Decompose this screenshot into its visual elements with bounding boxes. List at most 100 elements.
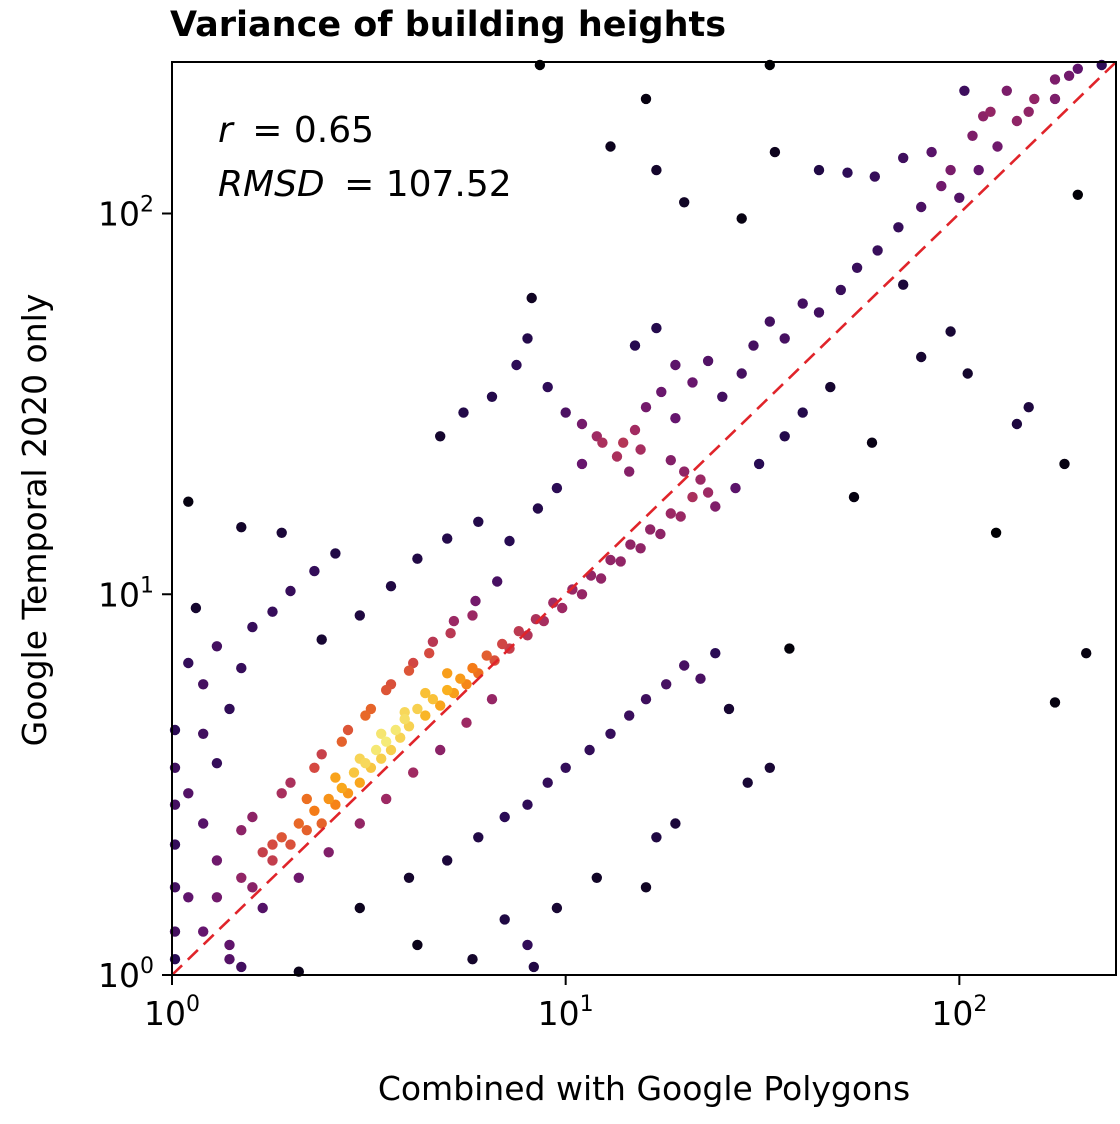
scatter-point	[945, 164, 956, 176]
scatter-point	[183, 788, 194, 799]
points-layer	[169, 59, 1107, 977]
scatter-point	[916, 351, 927, 363]
scatter-point	[236, 825, 247, 836]
scatter-point	[597, 437, 608, 448]
scatter-point	[702, 487, 714, 498]
scatter-point	[448, 615, 460, 627]
scatter-point	[190, 602, 202, 614]
scatter-point	[748, 340, 759, 351]
scatter-point	[655, 528, 666, 540]
scatter-point	[267, 606, 278, 617]
scatter-point	[257, 847, 268, 858]
tick-exponent: 2	[973, 992, 987, 1017]
scatter-point	[625, 539, 636, 550]
scatter-point	[1011, 115, 1023, 127]
y-tick-label: 101	[98, 573, 154, 614]
scatter-point	[651, 164, 662, 176]
scatter-point	[435, 431, 446, 442]
scatter-point	[370, 744, 382, 756]
scatter-point	[293, 872, 304, 883]
scatter-point	[640, 694, 652, 705]
scatter-point	[848, 491, 860, 503]
scatter-point	[717, 391, 728, 402]
scatter-point	[687, 491, 698, 503]
scatter-point	[276, 832, 287, 843]
scatter-point	[330, 772, 341, 783]
scatter-point	[403, 872, 415, 883]
scatter-point	[665, 508, 676, 519]
scatter-point	[1049, 697, 1061, 708]
scatter-point	[1049, 93, 1061, 105]
scatter-point	[316, 818, 327, 829]
scatter-point	[926, 146, 937, 158]
scatter-point	[898, 279, 909, 290]
scatter-point	[1072, 63, 1084, 74]
scatter-point	[611, 451, 623, 462]
scatter-point	[348, 767, 360, 778]
scatter-point	[513, 626, 524, 637]
scatter-point	[224, 954, 235, 965]
scatter-point	[1063, 70, 1075, 82]
scatter-point	[605, 728, 616, 739]
scatter-point	[730, 482, 741, 494]
scatter-point	[557, 602, 568, 614]
scatter-point	[591, 872, 602, 883]
scatter-point	[967, 130, 978, 141]
scatter-point	[736, 213, 747, 224]
scatter-point	[753, 458, 765, 470]
scatter-point	[489, 655, 500, 666]
scatter-point	[211, 641, 223, 652]
scatter-point	[442, 684, 453, 696]
scatter-point	[584, 744, 595, 756]
scatter-point	[936, 180, 947, 192]
scatter-point	[542, 777, 553, 788]
scatter-point	[354, 902, 365, 914]
scatter-point	[618, 437, 629, 448]
scatter-point	[769, 146, 781, 158]
chart-title: Variance of building heights	[170, 5, 726, 45]
scatter-point	[390, 724, 401, 736]
scatter-point	[679, 466, 690, 477]
scatter-point	[576, 589, 588, 600]
scatter-point	[360, 710, 371, 721]
scatter-point	[1059, 458, 1070, 470]
scatter-point	[511, 359, 522, 371]
scatter-point	[301, 793, 312, 805]
scatter-point	[560, 762, 571, 773]
scatter-point	[736, 368, 747, 379]
scatter-point	[236, 522, 247, 533]
scatter-point	[710, 648, 721, 659]
scatter-point	[486, 391, 498, 402]
scatter-point	[211, 855, 223, 866]
scatter-point	[651, 322, 662, 334]
scatter-point	[455, 673, 466, 684]
scatter-point	[412, 939, 423, 951]
scatter-point	[309, 565, 320, 577]
scatter-point	[198, 679, 209, 690]
scatter-point	[797, 407, 808, 418]
scatter-point	[679, 660, 690, 671]
scatter-point	[835, 284, 846, 296]
scatter-point	[435, 700, 446, 711]
scatter-point	[381, 736, 392, 747]
rmsd-symbol: RMSD	[218, 164, 325, 205]
scatter-point	[528, 961, 539, 973]
scatter-point	[445, 628, 456, 639]
tick-exponent: 0	[186, 992, 200, 1017]
scatter-point	[467, 954, 478, 965]
scatter-point	[481, 650, 492, 661]
scatter-point	[1029, 93, 1040, 105]
scatter-point	[211, 892, 223, 903]
scatter-point	[492, 576, 503, 587]
scatter-point	[293, 818, 304, 829]
scatter-point	[354, 610, 365, 621]
scatter-point	[285, 839, 296, 850]
scatter-point	[640, 402, 652, 413]
scatter-point	[1049, 74, 1061, 85]
scatter-point	[354, 818, 365, 829]
scatter-point	[779, 333, 790, 344]
scatter-point	[542, 381, 553, 393]
scatter-point	[330, 548, 341, 559]
tick-base: 10	[538, 994, 580, 1033]
